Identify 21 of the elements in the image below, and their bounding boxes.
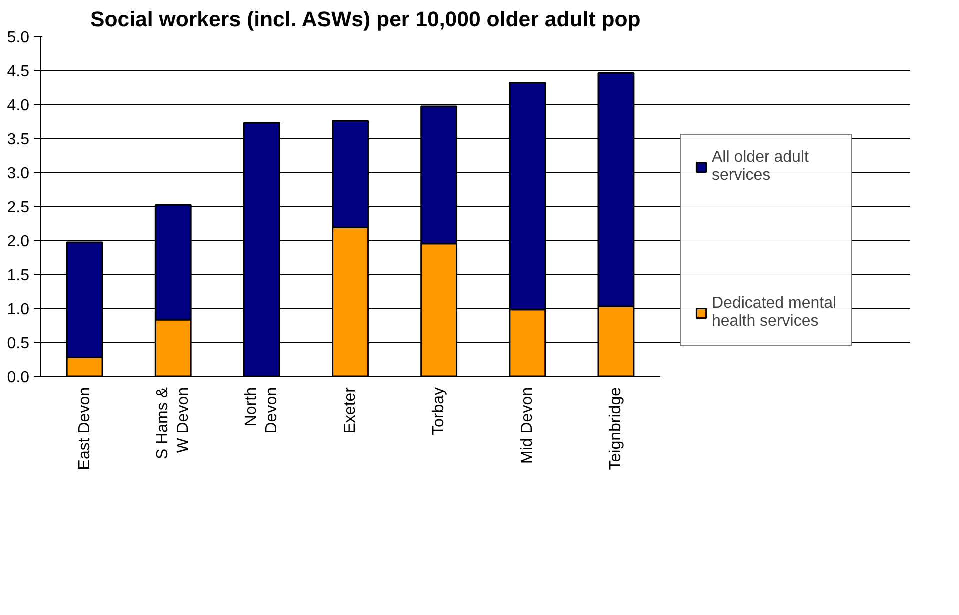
y-tick-label: 5.0: [7, 30, 30, 46]
legend-label: All older adult services: [712, 149, 809, 185]
x-tick-label: Exeter: [342, 386, 359, 434]
x-tick-label: Torbay: [430, 387, 448, 436]
x-tick-label: Mid Devon: [519, 387, 536, 464]
x-tick-label: North Devon: [243, 388, 281, 434]
y-tick-label: 3.5: [7, 132, 30, 148]
y-tick-label: 4.0: [7, 98, 30, 114]
y-tick-label: 3.0: [7, 166, 30, 182]
y-tick-label: 0.0: [7, 370, 30, 386]
y-tick-label: 2.0: [7, 234, 30, 250]
y-tick-label: 4.5: [7, 64, 30, 80]
y-tick-label: 1.0: [7, 302, 30, 318]
y-tick-label: 1.5: [7, 268, 30, 284]
x-tick-label: East Devon: [76, 387, 94, 470]
y-tick-label: 2.5: [7, 200, 30, 216]
x-tick-label: Teignbridge: [608, 387, 625, 470]
chart-title: Social workers (incl. ASWs) per 10,000 older adult pop: [90, 8, 641, 32]
x-tick-label: S Hams & W Devon: [154, 387, 192, 460]
legend-label: Dedicated mental health services: [712, 295, 837, 331]
y-tick-label: 0.5: [7, 336, 30, 352]
